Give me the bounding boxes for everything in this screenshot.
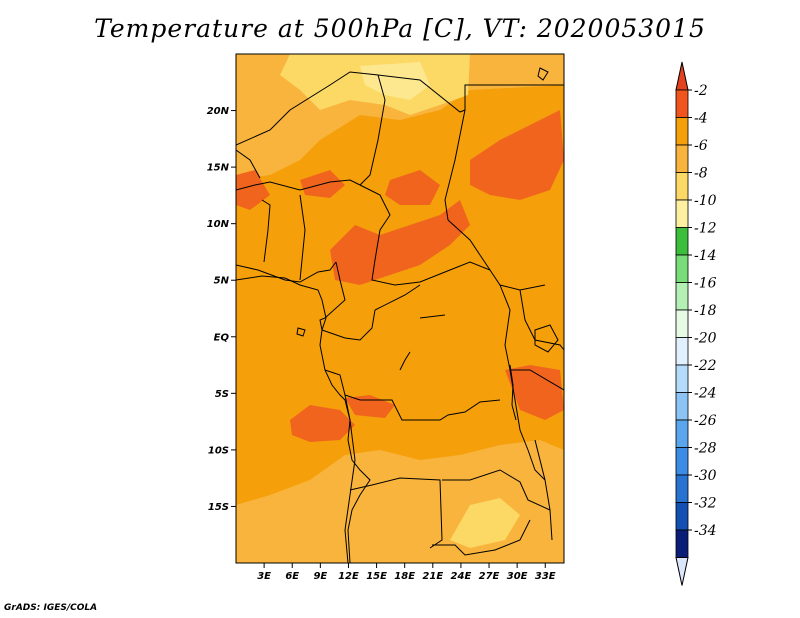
colorbar-label: -16 xyxy=(694,276,717,292)
colorbar-label: -26 xyxy=(694,413,717,429)
field-region-warm-tanzania xyxy=(505,365,564,420)
border-line xyxy=(374,284,421,311)
lon-tick-label: 6E xyxy=(285,571,299,582)
coastline xyxy=(399,351,411,371)
colorbar-swatch xyxy=(675,364,689,393)
border-line xyxy=(236,261,337,283)
colorbar-label: -6 xyxy=(694,138,708,154)
colorbar-bottom-arrow xyxy=(675,557,689,586)
lat-tick-label: EQ xyxy=(214,332,230,343)
lon-tick-label: 15E xyxy=(366,571,387,582)
colorbar-label: -4 xyxy=(694,111,708,127)
lat-tick-label: 15S xyxy=(208,502,229,513)
colorbar: -2 -4 -6 -8 -10 -12 -14 -16 -18 -20 -22 -24 -26 -28 -3… xyxy=(675,61,717,586)
coastline xyxy=(419,314,446,319)
border-line xyxy=(444,109,466,221)
border-line xyxy=(510,369,564,391)
border-line xyxy=(236,179,361,191)
colorbar-label: -22 xyxy=(694,358,717,374)
coastline xyxy=(296,327,306,337)
lake-malawi xyxy=(534,439,546,481)
credit-label: GrADS: IGES/COLA xyxy=(4,603,98,613)
lat-tick-label: 15N xyxy=(207,163,230,174)
colorbar-label: -10 xyxy=(694,193,717,209)
lon-tick-label: 3E xyxy=(257,571,271,582)
country-borders xyxy=(236,67,564,563)
border-line xyxy=(236,71,386,186)
lake-victoria xyxy=(534,324,559,353)
field-region-warm-nile xyxy=(470,110,564,200)
field-region-south-cooler xyxy=(450,498,520,548)
colorbar-label: -28 xyxy=(694,441,717,457)
lat-tick-label: 10S xyxy=(208,445,229,456)
border-line xyxy=(261,199,271,263)
colorbar-label: -14 xyxy=(694,248,717,264)
field-region-north-coolest xyxy=(360,62,430,100)
lake-tanganyika xyxy=(509,364,517,421)
lat-tick-label: 20N xyxy=(207,106,230,117)
lat-tick-label: 10N xyxy=(207,219,230,230)
border-line xyxy=(377,74,564,113)
lon-tick-label: 27E xyxy=(479,571,500,582)
lat-tick-label: 5N xyxy=(214,276,230,287)
colorbar-swatch xyxy=(675,309,689,338)
border-line xyxy=(447,219,491,271)
colorbar-label: -30 xyxy=(694,468,717,484)
colorbar-swatch xyxy=(675,227,689,256)
colorbar-swatch xyxy=(675,254,689,283)
temperature-field xyxy=(236,54,564,563)
map-title: Temperature at 500hPa [C], VT: 202005301… xyxy=(94,14,706,43)
colorbar-label: -20 xyxy=(694,331,717,347)
lat-tick-label: 5S xyxy=(215,389,229,400)
border-line xyxy=(324,369,501,421)
field-region-warm-congo xyxy=(345,395,395,418)
colorbar-swatch xyxy=(675,474,689,503)
field-region-warm-chad xyxy=(385,170,440,205)
plot-frame xyxy=(235,53,565,564)
colorbar-label: -32 xyxy=(694,496,717,512)
border-line xyxy=(349,477,443,549)
lon-tick-label: 21E xyxy=(422,571,443,582)
colorbar-swatch xyxy=(675,117,689,146)
lon-tick-label: 33E xyxy=(535,571,556,582)
border-line xyxy=(432,519,531,556)
lon-tick-label: 18E xyxy=(394,571,415,582)
border-line xyxy=(319,261,346,331)
colorbar-swatch xyxy=(675,89,689,118)
coastline xyxy=(537,67,549,81)
border-line xyxy=(321,309,376,341)
colorbar-label: -24 xyxy=(694,386,717,402)
border-line xyxy=(442,469,551,511)
colorbar-swatch xyxy=(675,172,689,201)
latitude-axis: 20N 15N 10N 5N EQ 5S 10S 15S xyxy=(207,106,236,513)
field-region-warm-angola xyxy=(290,405,355,442)
colorbar-swatch xyxy=(675,337,689,366)
colorbar-top-arrow xyxy=(675,61,689,91)
field-region-warm-central xyxy=(330,200,470,285)
lon-tick-label: 30E xyxy=(507,571,528,582)
colorbar-swatch xyxy=(675,502,689,531)
lon-tick-label: 24E xyxy=(451,571,472,582)
colorbar-label: -2 xyxy=(694,83,708,99)
longitude-axis: 3E 6E 9E 12E 15E 18E 21E 24E 27E 30E 33E xyxy=(257,563,556,582)
colorbar-swatch xyxy=(675,392,689,421)
colorbar-swatch xyxy=(675,419,689,448)
colorbar-label: -18 xyxy=(694,303,717,319)
border-line xyxy=(299,194,306,281)
colorbar-swatch xyxy=(675,199,689,228)
colorbar-swatch xyxy=(675,529,689,558)
colorbar-swatch xyxy=(675,447,689,476)
coastline xyxy=(236,275,371,563)
colorbar-swatch xyxy=(675,144,689,173)
colorbar-label: -8 xyxy=(694,166,708,182)
border-line xyxy=(236,149,261,179)
colorbar-label: -34 xyxy=(694,523,717,539)
lon-tick-label: 12E xyxy=(338,571,359,582)
colorbar-swatch xyxy=(675,282,689,311)
colorbar-label: -12 xyxy=(694,221,717,237)
field-region-warm-west xyxy=(236,170,270,210)
border-line xyxy=(359,184,546,291)
lon-tick-label: 9E xyxy=(313,571,327,582)
